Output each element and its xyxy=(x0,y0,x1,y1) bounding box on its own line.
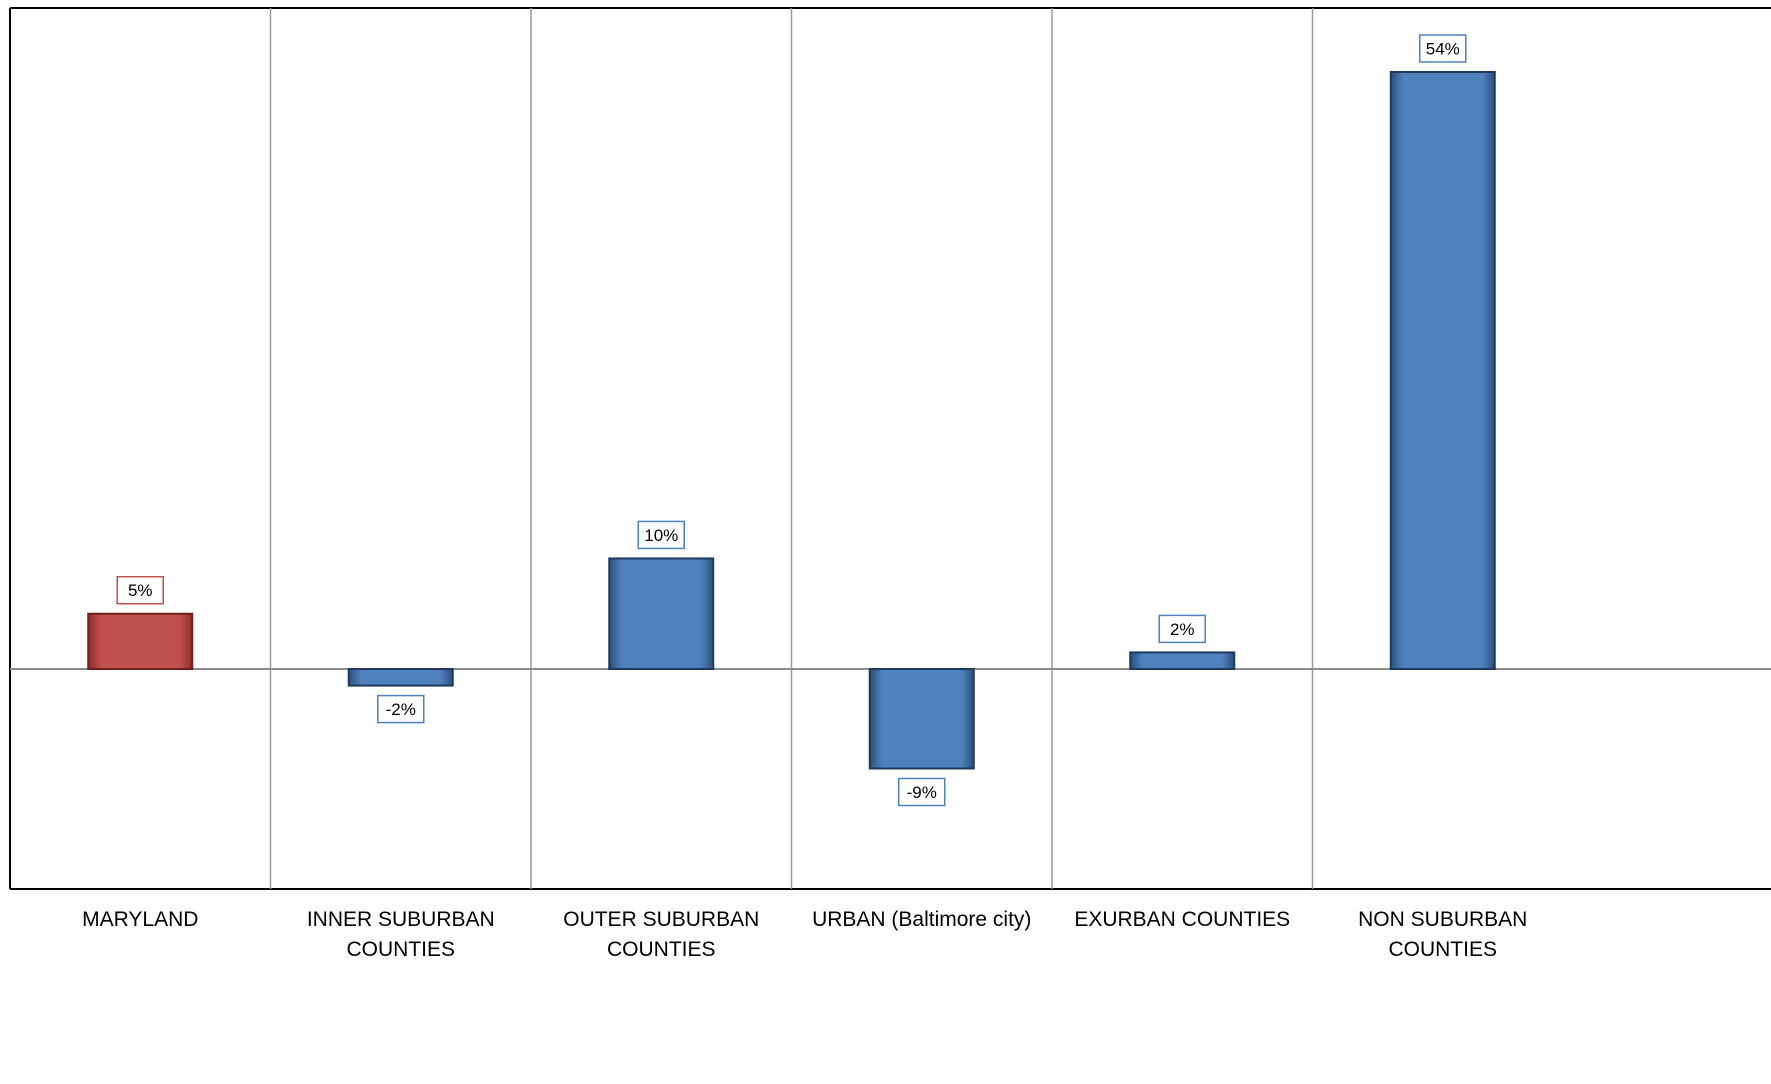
data-label: 10% xyxy=(637,520,685,550)
data-label-box xyxy=(1158,614,1206,644)
bar xyxy=(608,557,715,671)
data-label: -2% xyxy=(377,694,425,724)
data-label-box xyxy=(116,575,164,605)
category-label: MARYLAND xyxy=(82,908,198,931)
bar xyxy=(347,668,454,687)
data-label-text: 5% xyxy=(128,581,153,600)
bar xyxy=(1129,651,1236,671)
data-label: 5% xyxy=(116,575,164,605)
data-label-text: 54% xyxy=(1426,40,1460,59)
category-label: URBAN (Baltimore city) xyxy=(812,908,1031,931)
bar xyxy=(1389,71,1496,670)
data-label: 54% xyxy=(1419,34,1467,63)
data-label-box xyxy=(377,694,425,724)
data-label-text: -9% xyxy=(907,783,937,802)
data-label: -9% xyxy=(898,777,946,807)
data-label-text: 2% xyxy=(1170,620,1195,639)
data-label-box xyxy=(898,777,946,807)
category-label: EXURBAN COUNTIES xyxy=(1074,908,1290,931)
data-label-box xyxy=(1419,34,1467,63)
bar xyxy=(868,668,975,770)
category-separators xyxy=(269,8,1314,889)
data-labels-group: 5% -2% 10% -9% 2% 54% xyxy=(116,34,1467,807)
category-labels-group: MARYLAND INNER SUBURBAN COUNTIES OUTER SUBU… xyxy=(82,908,1527,961)
category-label: OUTER SUBURBAN COUNTIES xyxy=(563,908,759,961)
bars-group xyxy=(87,71,1496,770)
data-label-box xyxy=(637,520,685,550)
data-label: 2% xyxy=(1158,614,1206,644)
data-label-text: 10% xyxy=(644,526,678,545)
category-label: INNER SUBURBAN COUNTIES xyxy=(307,908,495,961)
category-label: NON SUBURBAN COUNTIES xyxy=(1358,908,1527,961)
bar xyxy=(87,612,194,671)
data-label-text: -2% xyxy=(386,700,416,719)
